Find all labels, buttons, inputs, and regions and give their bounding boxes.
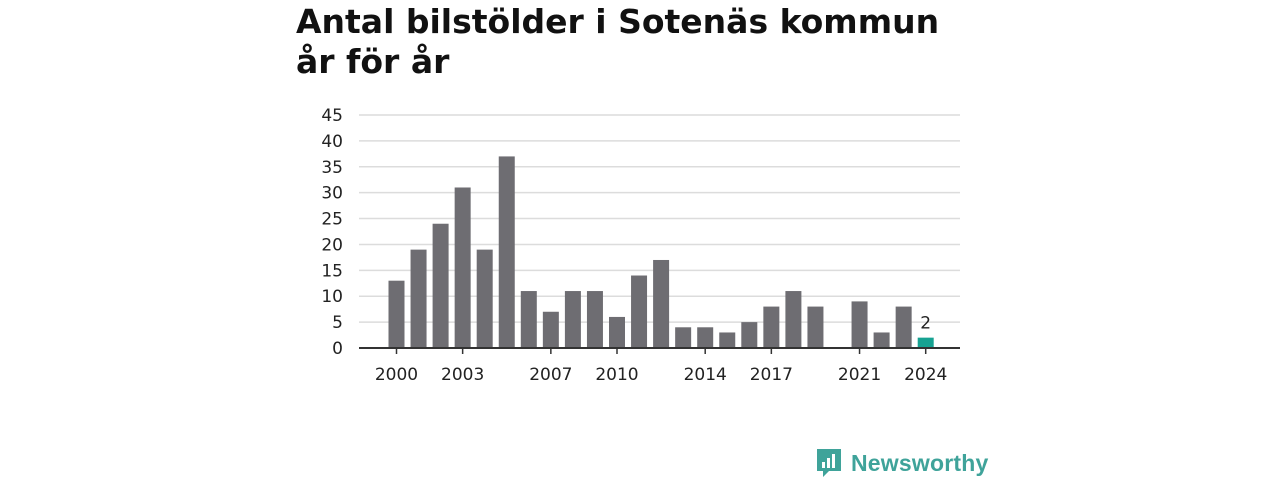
- x-axis-ticks: 2000 2003 2007 2010 2014 2017 2021 2024: [375, 348, 947, 385]
- bar-2008: [564, 291, 581, 348]
- x-tick-label: 2017: [750, 365, 793, 385]
- bar-2007: [542, 311, 559, 348]
- bar-2019: [807, 306, 824, 348]
- bar-2009: [586, 291, 603, 348]
- bar-2005: [498, 156, 515, 348]
- x-tick-label: 2007: [529, 365, 572, 385]
- x-tick-label: 2021: [838, 365, 881, 385]
- y-tick-label: 30: [321, 184, 343, 204]
- bar-2013: [675, 327, 692, 348]
- bar-2001: [410, 249, 427, 348]
- newsworthy-logo-icon: [817, 449, 841, 477]
- x-tick-label: 2014: [684, 365, 727, 385]
- bar-2015: [719, 332, 736, 348]
- y-tick-label: 25: [321, 210, 343, 230]
- x-tick-label: 2010: [595, 365, 638, 385]
- x-tick-label: 2000: [375, 365, 418, 385]
- y-tick-label: 45: [321, 106, 343, 126]
- bars: [388, 156, 934, 348]
- bar-2010: [609, 316, 625, 348]
- bar-2018: [785, 291, 802, 348]
- data-labels: 2: [920, 314, 931, 334]
- y-tick-label: 5: [332, 313, 343, 333]
- bar-2003: [454, 187, 471, 348]
- bar-2016: [741, 322, 758, 348]
- brand-name: Newsworthy: [851, 449, 989, 476]
- bar-2023: [895, 306, 912, 348]
- y-tick-label: 0: [332, 339, 343, 359]
- bar-2022: [873, 332, 890, 348]
- y-tick-label: 15: [321, 261, 343, 281]
- bar-2024: [917, 337, 934, 348]
- bar-2011: [631, 275, 648, 348]
- bar-2014: [697, 327, 714, 348]
- x-tick-label: 2003: [441, 365, 484, 385]
- bar-2012: [653, 259, 670, 348]
- x-tick-label: 2024: [904, 365, 947, 385]
- y-tick-label: 20: [321, 235, 343, 255]
- bar-2017: [763, 306, 780, 348]
- y-tick-label: 10: [321, 287, 343, 307]
- bar-2002: [432, 223, 449, 348]
- bar-2000: [388, 280, 405, 348]
- data-label: 2: [920, 314, 931, 334]
- bar-2004: [476, 249, 493, 348]
- y-tick-label: 40: [321, 132, 343, 152]
- y-axis-ticks: 0 5 10 15 20 25 30 35 40 45: [321, 106, 343, 359]
- y-tick-label: 35: [321, 158, 343, 178]
- bar-2006: [520, 291, 537, 348]
- chart-title: Antal bilstölder i Sotenäs kommun år för…: [296, 2, 940, 81]
- bar-2021: [851, 301, 868, 348]
- newsworthy-logo: Newsworthy: [815, 446, 988, 480]
